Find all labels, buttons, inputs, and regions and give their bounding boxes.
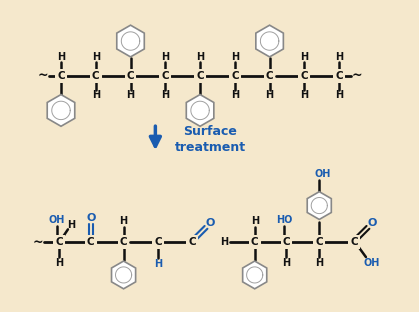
Text: H: H — [335, 90, 343, 100]
Text: H: H — [251, 217, 259, 227]
Text: C: C — [155, 237, 162, 247]
Text: H: H — [315, 258, 323, 268]
Polygon shape — [243, 261, 267, 289]
Text: C: C — [335, 71, 343, 81]
Text: O: O — [367, 218, 377, 228]
Text: H: H — [231, 52, 239, 62]
Polygon shape — [117, 25, 144, 57]
Text: H: H — [282, 258, 290, 268]
Text: H: H — [161, 52, 169, 62]
Polygon shape — [256, 25, 283, 57]
Text: H: H — [231, 90, 239, 100]
Text: OH: OH — [49, 215, 65, 226]
Text: HO: HO — [276, 215, 293, 226]
Text: OH: OH — [364, 258, 380, 268]
Text: C: C — [266, 71, 274, 81]
Text: OH: OH — [314, 169, 331, 179]
Text: H: H — [67, 220, 75, 230]
Text: C: C — [92, 71, 100, 81]
Text: Surface: Surface — [183, 125, 237, 138]
Text: C: C — [55, 237, 63, 247]
Text: C: C — [161, 71, 169, 81]
Text: C: C — [188, 237, 196, 247]
Text: C: C — [231, 71, 239, 81]
Text: C: C — [120, 237, 127, 247]
Text: H: H — [92, 90, 100, 100]
Text: C: C — [87, 237, 95, 247]
Text: O: O — [205, 218, 215, 228]
Text: ~: ~ — [38, 69, 49, 82]
Text: C: C — [316, 237, 323, 247]
Text: H: H — [92, 52, 100, 62]
Text: C: C — [57, 71, 65, 81]
Text: H: H — [300, 52, 308, 62]
Text: O: O — [86, 213, 96, 223]
Text: ~: ~ — [352, 69, 362, 82]
Polygon shape — [47, 95, 75, 126]
Text: C: C — [283, 237, 290, 247]
Text: ~: ~ — [33, 236, 44, 249]
Text: H: H — [119, 217, 128, 227]
Text: H: H — [300, 90, 308, 100]
Text: H: H — [220, 237, 228, 247]
Text: C: C — [251, 237, 259, 247]
Text: H: H — [55, 258, 63, 268]
Polygon shape — [111, 261, 136, 289]
Text: C: C — [350, 237, 358, 247]
Text: H: H — [196, 52, 204, 62]
Text: H: H — [161, 90, 169, 100]
Text: H: H — [154, 259, 163, 269]
Text: H: H — [127, 90, 134, 100]
Text: H: H — [57, 52, 65, 62]
Text: H: H — [266, 90, 274, 100]
Polygon shape — [307, 192, 331, 219]
Text: C: C — [300, 71, 308, 81]
Polygon shape — [186, 95, 214, 126]
Text: C: C — [196, 71, 204, 81]
Text: treatment: treatment — [174, 141, 246, 154]
Text: C: C — [127, 71, 134, 81]
Text: H: H — [335, 52, 343, 62]
